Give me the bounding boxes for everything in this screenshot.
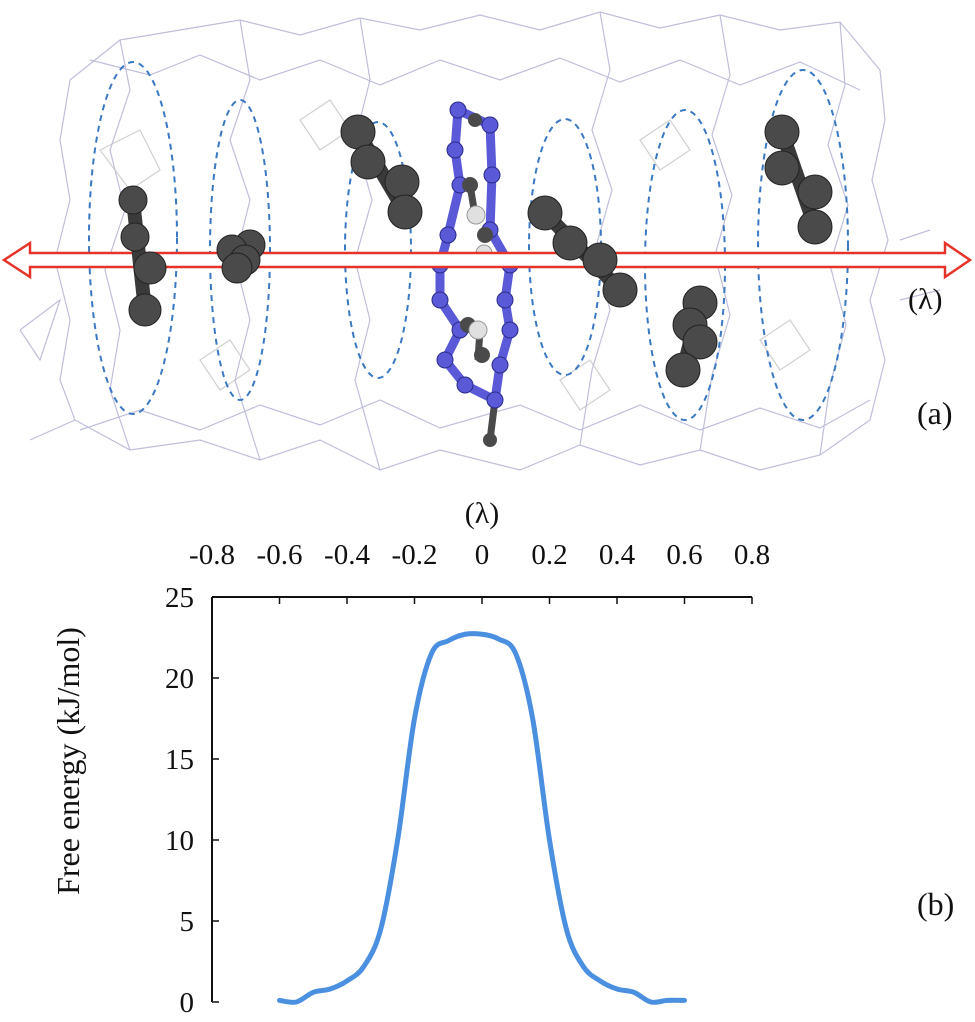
data-point: [667, 999, 669, 1001]
ring-6: [757, 69, 849, 421]
ring-3: [344, 121, 412, 379]
data-point: [481, 633, 483, 635]
x-tick-label: 0.4: [599, 539, 636, 571]
y-tick-label: 25: [165, 582, 194, 614]
y-tick-label: 20: [165, 663, 194, 695]
data-point: [599, 980, 601, 982]
data-point: [363, 965, 365, 967]
data-point: [582, 965, 584, 967]
data-point: [650, 1001, 652, 1003]
y-tick-label: 0: [180, 987, 195, 1019]
x-tick-label: -0.2: [392, 539, 438, 571]
double-arrow-icon: [1, 240, 973, 280]
y-tick-labels: 0 5 10 15 20 25: [165, 582, 194, 1019]
data-point: [295, 1001, 297, 1003]
data-point: [397, 839, 399, 841]
data-point: [464, 633, 466, 635]
data-point: [380, 928, 382, 930]
guest-molecule-5: [665, 285, 718, 388]
ring-1: [88, 61, 178, 415]
data-point: [616, 988, 618, 990]
y-axis-title: Free energy (kJ/mol): [50, 627, 86, 895]
data-point: [414, 718, 415, 719]
data-point: [549, 839, 550, 841]
data-point: [498, 638, 500, 640]
x-axis-title: (λ): [465, 497, 500, 530]
x-tick-label: 0: [475, 539, 490, 571]
x-tick-label: 0.8: [734, 539, 770, 571]
ring-2: [209, 99, 271, 401]
y-tick-label: 10: [165, 825, 194, 857]
data-point: [312, 991, 314, 993]
data-point: [447, 640, 449, 642]
data-point: [346, 980, 348, 982]
free-energy-chart: (λ) -0.8 -0.6 -0.4 -0.2 0 0.2 0.4 0.6 0.8 0 5 10 15…: [50, 497, 770, 1019]
panel-label-b: (b): [917, 886, 954, 922]
data-point: [515, 653, 517, 655]
data-point: [329, 988, 331, 990]
guest-molecule-6: [764, 114, 833, 245]
data-point: [565, 928, 567, 930]
x-tick-label: 0.2: [531, 539, 567, 571]
data-point: [532, 718, 534, 719]
guest-molecule-3: [340, 114, 423, 230]
x-tick-label: -0.8: [189, 539, 235, 571]
data-point: [279, 999, 280, 1001]
panel-label-a: (a): [917, 395, 953, 431]
y-tick-label: 5: [180, 906, 195, 938]
guest-molecule-2: [216, 229, 266, 284]
x-tick-label: 0.6: [666, 539, 702, 571]
lambda-label-right: (λ): [908, 283, 943, 316]
data-point: [633, 991, 635, 993]
guest-molecule-4: [527, 195, 638, 308]
free-energy-series: [277, 631, 687, 1005]
chart-axes: [211, 596, 753, 1003]
x-tick-labels: -0.8 -0.6 -0.4 -0.2 0 0.2 0.4 0.6 0.8: [189, 539, 770, 571]
y-tick-label: 15: [165, 744, 194, 776]
guest-molecule-1: [118, 185, 167, 327]
x-tick-label: -0.6: [257, 539, 303, 571]
nanotube-mesh: [19, 11, 941, 471]
guest-molecules: [118, 114, 833, 388]
x-tick-label: -0.4: [324, 539, 370, 571]
central-molecule: [431, 101, 519, 447]
data-point: [684, 999, 685, 1001]
data-point: [430, 653, 432, 655]
series-line-0: [277, 631, 687, 1005]
molecule-illustration: [1, 11, 973, 471]
